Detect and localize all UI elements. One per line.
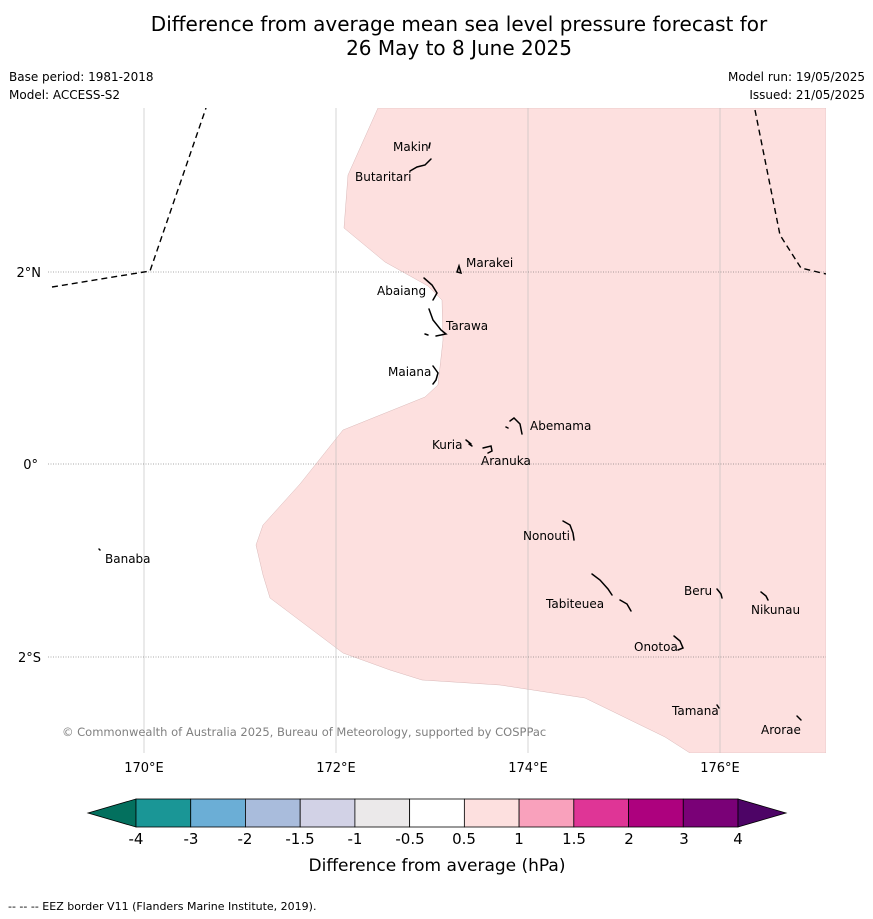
graticule xyxy=(143,108,721,753)
map-area: Makin Butaritari Marakei Abaiang Tarawa … xyxy=(48,108,826,753)
banaba-island xyxy=(98,548,101,551)
meta-right: Model run: 19/05/2025 Issued: 21/05/2025 xyxy=(728,68,865,104)
lon-tick-labels: 170°E 172°E 174°E 176°E xyxy=(124,761,740,776)
anomaly-region xyxy=(255,108,826,753)
label-beru: Beru xyxy=(684,584,712,598)
cb-tick-neg3: -3 xyxy=(184,830,199,848)
abemama-island xyxy=(505,417,523,435)
label-butaritari: Butaritari xyxy=(355,170,412,184)
colorbar-under-arrow xyxy=(86,798,137,828)
colorbar-segment-8 xyxy=(518,798,575,828)
model-name: Model: ACCESS-S2 xyxy=(9,88,121,102)
colorbar: -4 -3 -2 -1.5 -1 -0.5 0.5 1 1.5 2 3 4 Di… xyxy=(86,798,788,876)
place-labels: Makin Butaritari Marakei Abaiang Tarawa … xyxy=(105,140,801,737)
issued-date: Issued: 21/05/2025 xyxy=(749,88,865,102)
label-banaba: Banaba xyxy=(105,552,151,566)
lat-tick-labels: 2°N 0° 2°S xyxy=(17,266,42,666)
label-nikunau: Nikunau xyxy=(751,603,800,617)
kuria-island xyxy=(465,439,473,447)
tamana-island xyxy=(716,704,720,709)
chart-title: Difference from average mean sea level p… xyxy=(0,12,873,60)
lat-tick-2s: 2°S xyxy=(18,651,41,666)
colorbar-tick-labels: -4 -3 -2 -1.5 -1 -0.5 0.5 1 1.5 2 3 4 xyxy=(129,830,743,848)
eez-footnote: -- -- -- EEZ border V11 (Flanders Marine… xyxy=(8,900,317,913)
lon-tick-174e: 174°E xyxy=(508,761,548,776)
label-abaiang: Abaiang xyxy=(377,284,426,298)
label-kuria: Kuria xyxy=(432,438,463,452)
cb-tick-1: 1 xyxy=(514,830,524,848)
base-period: Base period: 1981-2018 xyxy=(9,70,154,84)
label-makin: Makin xyxy=(393,140,429,154)
lon-tick-176e: 176°E xyxy=(700,761,740,776)
cb-tick-2: 2 xyxy=(624,830,634,848)
eez-border-west xyxy=(51,108,207,288)
colorbar-segment-5 xyxy=(354,798,411,828)
colorbar-segment-6 xyxy=(409,798,465,828)
islands xyxy=(98,142,802,721)
lon-tick-170e: 170°E xyxy=(124,761,164,776)
arorae-island xyxy=(796,715,802,721)
eez-border-east xyxy=(754,109,826,275)
label-aranuka: Aranuka xyxy=(481,454,531,468)
aranuka-island xyxy=(482,445,493,454)
colorbar-segment-10 xyxy=(628,798,684,828)
cb-tick-neg1: -1 xyxy=(348,830,363,848)
tabiteuea-island xyxy=(591,573,632,612)
cb-tick-4: 4 xyxy=(733,830,743,848)
label-tarawa: Tarawa xyxy=(445,319,488,333)
beru-island xyxy=(716,588,723,599)
cb-tick-neg4: -4 xyxy=(129,830,144,848)
colorbar-segment-4 xyxy=(299,798,356,828)
maiana-island xyxy=(432,365,439,385)
meta-left: Base period: 1981-2018 Model: ACCESS-S2 xyxy=(9,68,154,104)
title-line-1: Difference from average mean sea level p… xyxy=(150,12,768,36)
title-line-2: 26 May to 8 June 2025 xyxy=(346,36,572,60)
lat-tick-2n: 2°N xyxy=(17,266,42,281)
butaritari-island xyxy=(409,158,432,172)
tarawa-island xyxy=(424,308,448,337)
nikunau-island xyxy=(760,591,769,601)
label-abemama: Abemama xyxy=(530,419,591,433)
label-tabiteuea: Tabiteuea xyxy=(545,597,604,611)
cb-tick-3: 3 xyxy=(679,830,689,848)
label-marakei: Marakei xyxy=(466,256,513,270)
label-onotoa: Onotoa xyxy=(634,640,678,654)
colorbar-segment-3 xyxy=(245,798,301,828)
nonouti-island xyxy=(562,520,575,541)
abaiang-island xyxy=(423,277,438,301)
label-arorae: Arorae xyxy=(761,723,801,737)
label-tamana: Tamana xyxy=(671,704,719,718)
label-maiana: Maiana xyxy=(388,365,431,379)
lon-tick-172e: 172°E xyxy=(316,761,356,776)
cb-tick-0-5: 0.5 xyxy=(452,830,476,848)
lat-tick-0: 0° xyxy=(23,458,38,473)
colorbar-segment-9 xyxy=(573,798,629,828)
parallels xyxy=(48,271,826,658)
cb-tick-1-5: 1.5 xyxy=(562,830,586,848)
colorbar-segments xyxy=(135,798,739,828)
colorbar-segment-1 xyxy=(135,798,192,828)
cb-tick-neg2: -2 xyxy=(238,830,253,848)
colorbar-label: Difference from average (hPa) xyxy=(309,856,566,876)
colorbar-segment-7 xyxy=(463,798,520,828)
cb-tick-neg1-5: -1.5 xyxy=(285,830,314,848)
marakei-island xyxy=(456,263,463,275)
makin-island xyxy=(428,142,431,149)
cb-tick-neg0-5: -0.5 xyxy=(395,830,424,848)
colorbar-over-arrow xyxy=(737,798,788,828)
label-nonouti: Nonouti xyxy=(523,529,570,543)
copyright-notice: © Commonwealth of Australia 2025, Bureau… xyxy=(62,725,546,739)
model-run: Model run: 19/05/2025 xyxy=(727,70,865,84)
eez-border xyxy=(51,108,826,288)
colorbar-segment-2 xyxy=(190,798,246,828)
onotoa-island xyxy=(673,635,684,651)
colorbar-segment-11 xyxy=(682,798,739,828)
